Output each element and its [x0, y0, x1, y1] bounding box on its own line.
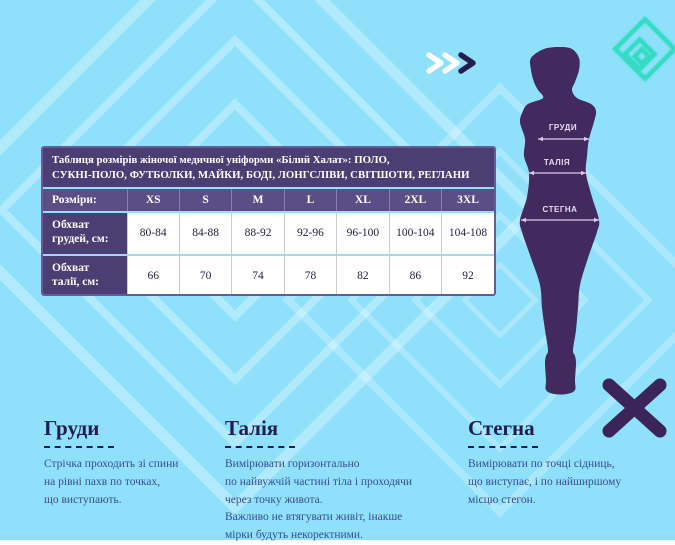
svg-text:СТЕГНА: СТЕГНА [543, 205, 578, 214]
svg-text:ТАЛІЯ: ТАЛІЯ [544, 158, 570, 167]
svg-text:ГРУДИ: ГРУДИ [549, 123, 577, 132]
